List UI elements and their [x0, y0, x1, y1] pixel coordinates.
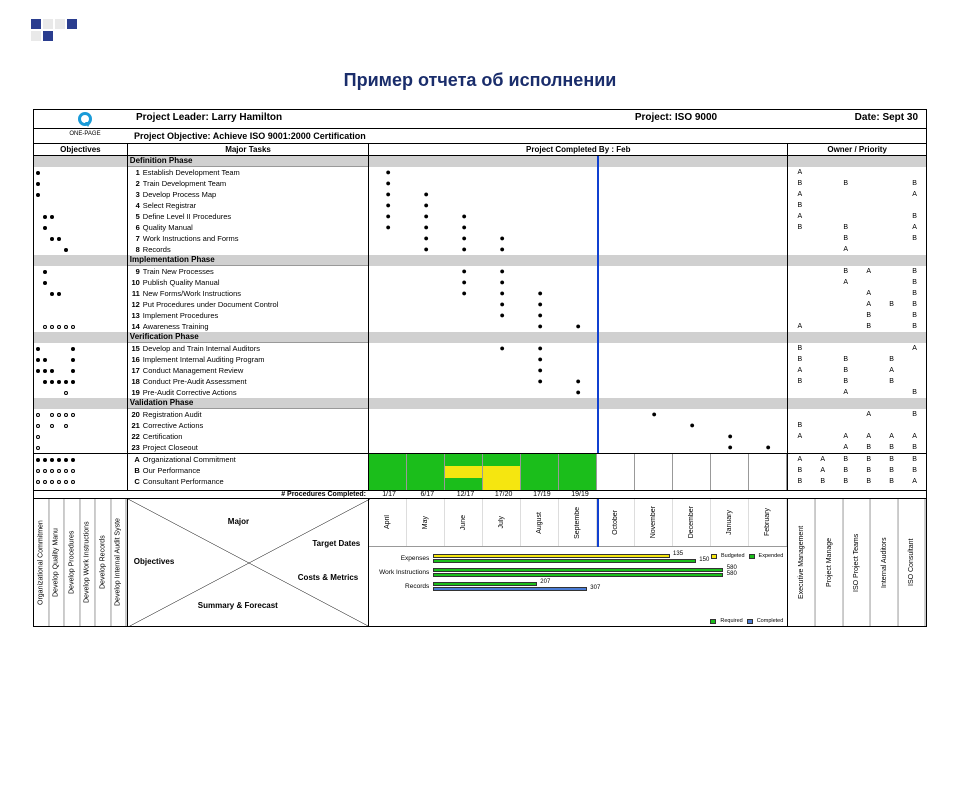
objectives-column	[34, 156, 128, 453]
perf-owner: AABBBBBABBBBBBBBBA	[788, 454, 926, 490]
today-line	[597, 156, 599, 453]
bars-area: Expenses135150Work Instructions580580Rec…	[369, 547, 787, 626]
month-row: AprilMayJuneJulyAugustSeptembeOctoberNov…	[369, 499, 787, 547]
today-line-footer	[597, 499, 599, 547]
col-schedule: Project Completed By : Feb	[369, 144, 788, 155]
report-container: Project Leader: Larry Hamilton Project: …	[33, 109, 927, 627]
logo-cell	[38, 112, 132, 126]
perf-tasks: AOrganizational CommitmentBOur Performan…	[128, 454, 369, 490]
footer-objectives-vertical: Organizational CommitmenDevelop Quality …	[34, 499, 128, 626]
project-label: Project: ISO 9000	[493, 112, 854, 126]
perf-objectives	[34, 454, 128, 490]
objective-text: Project Objective: Achieve ISO 9001:2000…	[132, 131, 366, 141]
header-row-1: Project Leader: Larry Hamilton Project: …	[34, 110, 926, 129]
page-title: Пример отчета об исполнении	[0, 70, 960, 91]
footer-schedule: AprilMayJuneJulyAugustSeptembeOctoberNov…	[369, 499, 788, 626]
footer-owners-vertical: Executive ManagementProject ManageISO Pr…	[788, 499, 926, 626]
objective-row: ONE-PAGE Project Objective: Achieve ISO …	[34, 129, 926, 143]
proc-label: # Procedures Completed:	[34, 491, 370, 498]
owner-column: ABBBAABABBBABBABABABABABBBBABBBABBBABABB…	[788, 156, 926, 453]
body-grid: Definition Phase1Establish Development T…	[34, 156, 926, 453]
date-label: Date: Sept 30	[855, 112, 922, 126]
logo-text: ONE-PAGE	[38, 131, 132, 141]
quad-right: Target Dates	[312, 539, 360, 548]
perf-schedule	[369, 454, 788, 490]
leader-label: Project Leader: Larry Hamilton	[132, 112, 493, 126]
quad-right2: Costs & Metrics	[298, 573, 358, 582]
col-tasks: Major Tasks	[128, 144, 369, 155]
footer-block: Organizational CommitmenDevelop Quality …	[34, 498, 926, 626]
corner-decoration	[30, 18, 78, 42]
logo-icon	[78, 112, 92, 126]
quad-left: Objectives	[134, 557, 174, 566]
column-headers: Objectives Major Tasks Project Completed…	[34, 143, 926, 156]
col-owner: Owner / Priority	[788, 144, 926, 155]
performance-block: AOrganizational CommitmentBOur Performan…	[34, 453, 926, 490]
tasks-column: Definition Phase1Establish Development T…	[128, 156, 369, 453]
footer-quadrant: Major Target Dates Objectives Costs & Me…	[128, 499, 369, 626]
quad-bottom: Summary & Forecast	[198, 601, 278, 610]
quad-top: Major	[228, 517, 249, 526]
proc-values: 1/176/1712/1717/2017/1919/19	[370, 491, 790, 498]
schedule-column: ●●●●●●●●●●●●●●●●●●●●●●●●●●●●●●●●●●●●●●●●…	[369, 156, 788, 453]
col-objectives: Objectives	[34, 144, 128, 155]
procedures-row: # Procedures Completed: 1/176/1712/1717/…	[34, 490, 926, 498]
